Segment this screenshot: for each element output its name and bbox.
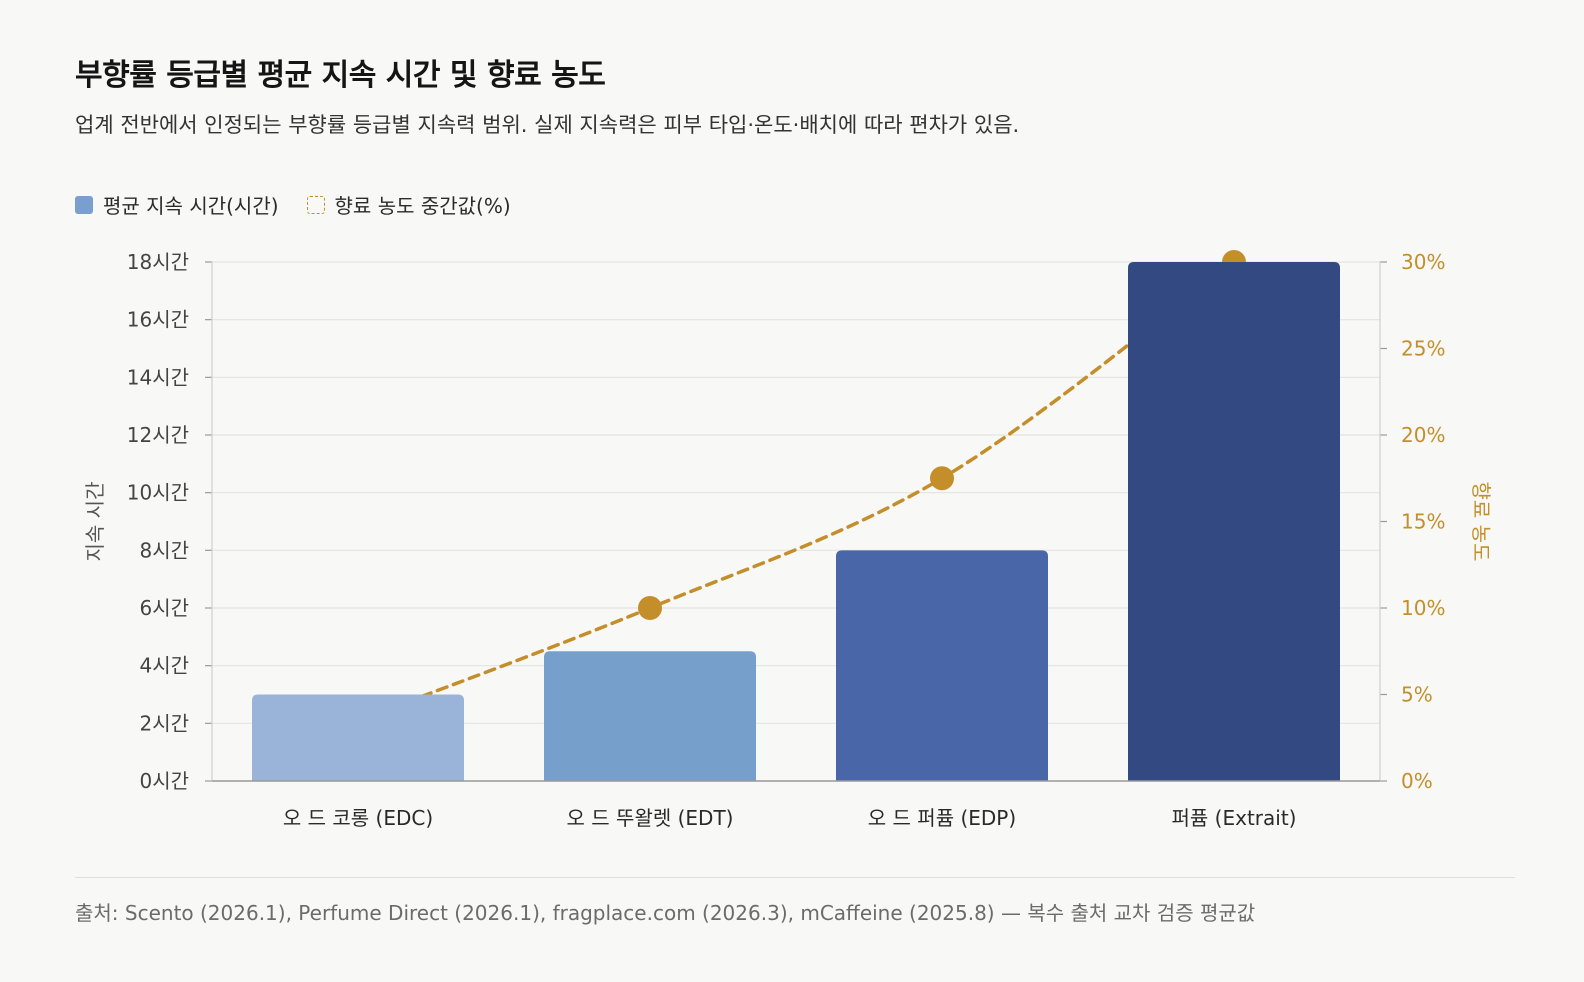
- y-tick-label: 2시간: [139, 711, 189, 735]
- x-tick-label: 오 드 코롱 (EDC): [283, 806, 433, 830]
- y-tick-label: 4시간: [139, 654, 189, 678]
- y2-tick-label: 10%: [1401, 596, 1445, 620]
- y2-axis-title: 향료 농도: [1469, 482, 1493, 562]
- x-tick-label: 퍼퓸 (Extrait): [1172, 806, 1297, 830]
- y-tick-label: 8시간: [139, 538, 189, 562]
- concentration-line: [356, 260, 1236, 723]
- y-tick-label: 12시간: [127, 423, 189, 447]
- bar-1: [544, 651, 756, 781]
- y-tick-label: 6시간: [139, 596, 189, 620]
- y-tick-label: 0시간: [139, 769, 189, 793]
- y2-tick-label: 5%: [1401, 683, 1433, 707]
- y-tick-label: 14시간: [127, 365, 189, 389]
- y2-tick-label: 15%: [1401, 510, 1445, 534]
- concentration-point-1: [638, 596, 662, 620]
- chart-subtitle: 업계 전반에서 인정되는 부향률 등급별 지속력 범위. 실제 지속력은 피부 …: [75, 113, 1020, 137]
- y-axis-title: 지속 시간: [83, 482, 107, 562]
- concentration-point-2: [930, 466, 954, 491]
- chart-plot: 0시간 2시간 4시간 6시간 8시간 10시간 12시간 14시간 16시간 18시간 0% 5% 1…: [83, 250, 1493, 830]
- y2-tick-label: 20%: [1401, 423, 1445, 447]
- bar-3: [1128, 262, 1340, 781]
- legend-item-concentration[interactable]: 향료 농도 중간값(%): [306, 190, 511, 219]
- bar-layer: [252, 262, 1340, 781]
- legend-item-duration[interactable]: 평균 지속 시간(시간): [75, 190, 279, 219]
- chart-title: 부향률 등급별 평균 지속 시간 및 향료 농도: [75, 58, 606, 93]
- y-tick-label: 10시간: [127, 481, 189, 505]
- chart-legend: 평균 지속 시간(시간) 향료 농도 중간값(%): [75, 190, 539, 219]
- y2-tick-label: 0%: [1401, 769, 1433, 793]
- legend-swatch-duration: [75, 195, 93, 214]
- y-tick-label: 18시간: [127, 250, 189, 274]
- x-tick-label: 오 드 뚜왈렛 (EDT): [567, 806, 734, 830]
- y2-tick-label: 30%: [1401, 250, 1445, 274]
- legend-label-concentration: 향료 농도 중간값(%): [334, 194, 511, 218]
- footer-divider: [75, 877, 1515, 878]
- bar-2: [836, 550, 1048, 781]
- y2-tick-label: 25%: [1401, 337, 1445, 361]
- line-layer: [356, 250, 1246, 723]
- legend-label-duration: 평균 지속 시간(시간): [103, 194, 279, 218]
- bar-0: [252, 694, 464, 781]
- legend-swatch-concentration: [306, 195, 325, 214]
- y-tick-label: 16시간: [127, 308, 189, 332]
- source-note: 출처: Scento (2026.1), Perfume Direct (202…: [75, 901, 1256, 925]
- x-tick-label: 오 드 퍼퓸 (EDP): [868, 806, 1016, 830]
- axis-layer: 0시간 2시간 4시간 6시간 8시간 10시간 12시간 14시간 16시간 18시간 0% 5% 1…: [83, 250, 1493, 830]
